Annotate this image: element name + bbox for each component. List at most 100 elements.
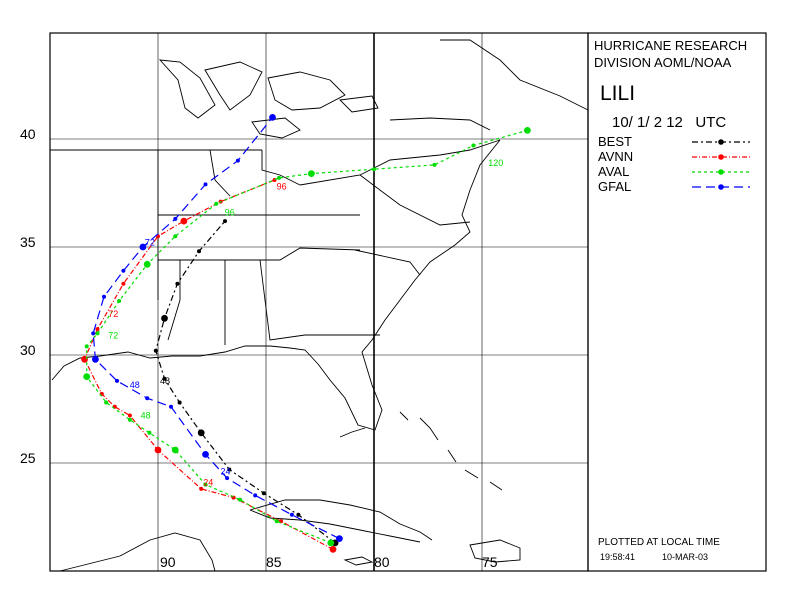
track-gfal: [91, 114, 343, 542]
legend-row-best: BEST: [598, 134, 750, 149]
track-point: [289, 512, 294, 517]
base-map: [50, 39, 589, 572]
track-point: [92, 355, 99, 363]
track-point: [203, 482, 208, 487]
track-point: [127, 413, 132, 418]
lat-lon-grid: [50, 33, 588, 571]
track-point: [269, 114, 276, 121]
track-point: [139, 243, 147, 251]
track-hour-label: 72: [108, 331, 118, 341]
track-point: [147, 430, 152, 435]
legend-label: GFAL: [598, 179, 631, 194]
track-point: [308, 170, 315, 178]
track-point: [175, 281, 180, 286]
track-point: [296, 512, 301, 517]
track-point: [238, 497, 243, 502]
storm-name: LILI: [600, 82, 635, 105]
map-frame: [49, 32, 589, 572]
track-point: [202, 451, 209, 458]
track-point: [117, 299, 122, 303]
lat-label: 35: [20, 234, 36, 250]
track-point: [225, 476, 230, 481]
track-point: [83, 373, 91, 380]
track-hour-label: 72: [145, 238, 155, 248]
track-point: [329, 546, 337, 553]
track-point: [199, 486, 204, 491]
track-best: [153, 219, 339, 547]
track-point: [95, 331, 100, 336]
track-point: [227, 467, 232, 472]
track-point: [115, 378, 119, 383]
legend-panel: [587, 32, 767, 572]
track-point: [197, 249, 201, 254]
track-point: [91, 331, 96, 336]
track-point: [277, 175, 281, 180]
track-point: [180, 217, 188, 225]
legend-label: BEST: [598, 134, 632, 149]
track-point: [261, 491, 266, 496]
forecast-datetime: 10/ 1/ 2 12 UTC: [612, 114, 726, 131]
track-point: [197, 429, 205, 437]
track-hour-label: 24: [221, 467, 231, 477]
lon-label: 85: [266, 554, 282, 570]
track-hour-label: 48: [130, 380, 140, 390]
track-aval: [83, 126, 531, 547]
legend-row-aval: AVAL: [598, 164, 750, 179]
track-point: [171, 446, 179, 454]
track-point: [161, 314, 168, 322]
track-hour-label: 24: [203, 477, 213, 487]
track-point: [173, 234, 178, 239]
org-line-1: HURRICANE RESEARCH: [594, 38, 747, 53]
track-point: [127, 417, 132, 422]
track-line: [155, 220, 336, 544]
lat-label: 30: [20, 342, 36, 358]
track-point: [121, 281, 126, 286]
track-point: [154, 446, 162, 454]
track-point: [471, 143, 476, 148]
plotted-note: PLOTTED AT LOCAL TIME: [598, 537, 720, 548]
lat-label: 40: [20, 126, 36, 142]
legend-row-avnn: AVNN: [598, 149, 750, 164]
track-line: [83, 179, 334, 550]
track-point: [274, 519, 279, 524]
track-labels: 96 96 120 72 72 72 48 48 48 24 24: [108, 158, 503, 488]
track-point: [145, 396, 150, 401]
track-point: [121, 268, 126, 273]
plot-date: 10-MAR-03: [662, 552, 708, 562]
lon-label: 75: [482, 554, 498, 570]
lon-label: 90: [160, 554, 176, 570]
plot-time: 19:58:41: [600, 552, 635, 562]
track-point: [104, 400, 109, 405]
legend-row-gfal: GFAL: [598, 179, 750, 194]
track-point: [524, 126, 531, 134]
track-point: [372, 167, 376, 172]
track-point: [223, 219, 227, 224]
track-line: [86, 129, 528, 544]
track-hour-label: 48: [141, 411, 151, 421]
track-point: [177, 400, 182, 405]
track-hour-label: 72: [108, 309, 118, 319]
track-hour-label: 96: [225, 207, 235, 217]
lon-label: 80: [374, 554, 390, 570]
track-point: [336, 535, 343, 542]
track-point: [95, 327, 100, 332]
track-hour-label: 96: [277, 182, 287, 192]
lat-label: 25: [20, 450, 36, 466]
track-point: [143, 260, 151, 268]
track-point: [153, 348, 158, 353]
legend-label: AVNN: [598, 149, 633, 164]
track-point: [214, 201, 219, 206]
track-point: [432, 162, 437, 167]
track-avnn: [81, 178, 337, 553]
track-hour-label: 120: [488, 158, 503, 168]
forecast-tracks: [81, 114, 531, 553]
track-point: [173, 216, 178, 221]
track-point: [235, 158, 240, 163]
track-point: [102, 294, 106, 299]
track-point: [253, 493, 258, 498]
track-line: [92, 117, 340, 540]
track-point: [84, 344, 89, 349]
legend-label: AVAL: [598, 164, 629, 179]
track-point: [203, 182, 208, 187]
